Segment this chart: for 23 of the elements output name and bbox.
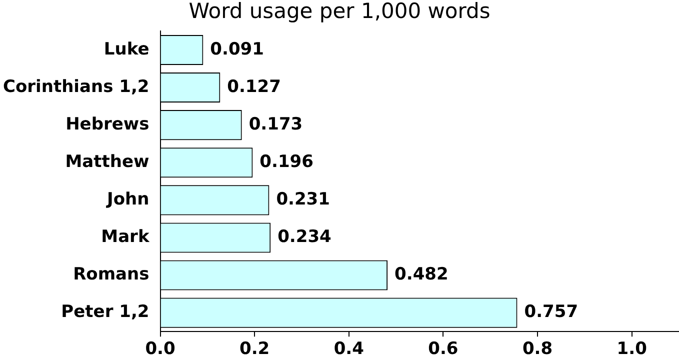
x-tick-label: 0.6 [428, 339, 458, 360]
chart-title: Word usage per 1,000 words [188, 0, 490, 24]
y-tick-label: Peter 1,2 [61, 302, 150, 322]
y-tick-label: John [106, 190, 150, 210]
y-tick-label: Luke [104, 39, 150, 60]
data-label: 0.127 [227, 76, 281, 97]
data-label: 0.482 [394, 264, 448, 285]
data-label: 0.234 [278, 227, 332, 248]
x-tick-label: 0.2 [240, 339, 270, 360]
y-tick-label: Matthew [65, 152, 150, 172]
x-tick-label: 1.0 [616, 339, 648, 360]
data-label: 0.173 [248, 114, 303, 134]
y-tick-label: Corinthians 1,2 [2, 76, 150, 97]
y-tick-label: Romans [73, 264, 150, 285]
y-tick-label: Hebrews [66, 114, 150, 134]
data-label: 0.231 [276, 190, 330, 210]
x-tick-label: 0.0 [145, 339, 176, 360]
x-tick-label: 0.4 [334, 339, 364, 360]
data-label: 0.091 [210, 39, 264, 60]
data-label: 0.196 [260, 152, 314, 172]
x-tick-label: 0.8 [522, 339, 553, 360]
y-tick-label: Mark [101, 227, 150, 248]
data-label: 0.757 [524, 302, 578, 322]
